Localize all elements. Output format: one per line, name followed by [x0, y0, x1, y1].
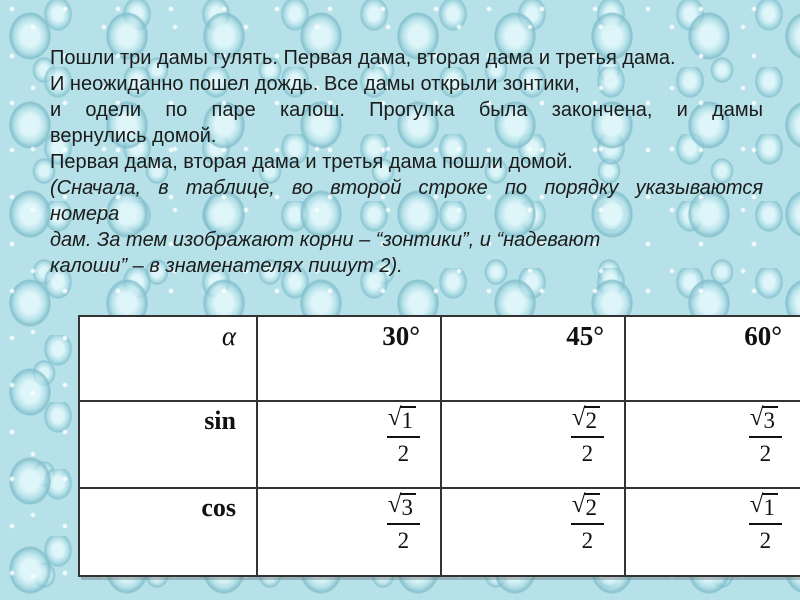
story-text-block: Пошли три дамы гулять. Первая дама, втор… — [50, 45, 763, 279]
trig-values-table: α 30° 45° 60° sin √ 1 2 — [78, 315, 800, 577]
cos-label: cos — [201, 493, 236, 522]
fraction-numerator: √ 3 — [386, 491, 420, 525]
fraction-numerator: √ 2 — [570, 404, 604, 438]
fraction-sin-45: √ 2 2 — [570, 404, 604, 466]
radicand: 2 — [583, 406, 600, 432]
fraction-cos-30: √ 3 2 — [386, 491, 420, 553]
fraction-cos-45: √ 2 2 — [570, 491, 604, 553]
cos-label-cell: cos — [78, 487, 258, 577]
story-line-1: Пошли три дамы гулять. Первая дама, втор… — [50, 47, 676, 69]
angle-header-30: 30° — [256, 315, 442, 402]
radical-sign: √ — [387, 404, 402, 431]
fraction-denominator: 2 — [759, 441, 772, 466]
radicand: 2 — [583, 493, 600, 519]
table-header-row: α 30° 45° 60° — [78, 315, 800, 402]
angle-label: 60° — [744, 321, 782, 351]
fraction-denominator: 2 — [397, 528, 410, 553]
sin-row: sin √ 1 2 √ 2 2 √ 3 2 — [78, 400, 800, 489]
cos-row: cos √ 3 2 √ 2 2 √ 1 2 — [78, 487, 800, 577]
sin-30-cell: √ 1 2 — [256, 400, 442, 489]
radical-sign: √ — [749, 404, 764, 431]
radicand: 1 — [761, 493, 778, 519]
sin-label: sin — [204, 406, 236, 435]
fraction-sin-30: √ 1 2 — [386, 404, 420, 466]
sin-45-cell: √ 2 2 — [440, 400, 626, 489]
radical-sign: √ — [749, 491, 764, 518]
cos-60-cell: √ 1 2 — [624, 487, 800, 577]
fraction-numerator: √ 1 — [748, 491, 782, 525]
radicand: 3 — [761, 406, 778, 432]
cos-45-cell: √ 2 2 — [440, 487, 626, 577]
fraction-numerator: √ 2 — [570, 491, 604, 525]
sin-label-cell: sin — [78, 400, 258, 489]
fraction-denominator: 2 — [581, 441, 594, 466]
radical-sign: √ — [387, 491, 402, 518]
story-line-5: Первая дама, вторая дама и третья дама п… — [50, 151, 573, 173]
cos-30-cell: √ 3 2 — [256, 487, 442, 577]
angle-header-60: 60° — [624, 315, 800, 402]
alpha-symbol: α — [221, 321, 236, 351]
sin-60-cell: √ 3 2 — [624, 400, 800, 489]
fraction-numerator: √ 1 — [386, 404, 420, 438]
fraction-cos-60: √ 1 2 — [748, 491, 782, 553]
fraction-denominator: 2 — [581, 528, 594, 553]
story-line-7: номера — [50, 203, 120, 225]
fraction-denominator: 2 — [397, 441, 410, 466]
angle-label: 45° — [566, 321, 604, 351]
radicand: 3 — [399, 493, 416, 519]
alpha-header-cell: α — [78, 315, 258, 402]
story-line-6: (Сначала, в таблице, во второй строке по… — [50, 177, 763, 199]
fraction-numerator: √ 3 — [748, 404, 782, 438]
radicand: 1 — [399, 406, 416, 432]
radical-sign: √ — [571, 404, 586, 431]
story-line-8: дам. За тем изображают корни – “зонтики”… — [50, 229, 601, 251]
fraction-sin-60: √ 3 2 — [748, 404, 782, 466]
story-line-9: калоши” – в знаменателях пишут 2). — [50, 255, 403, 277]
story-line-2: И неожиданно пошел дождь. Все дамы откры… — [50, 73, 580, 95]
story-line-4: вернулись домой. — [50, 125, 217, 147]
story-line-3: и одели по паре калош. Прогулка была зак… — [50, 99, 763, 121]
radical-sign: √ — [571, 491, 586, 518]
angle-label: 30° — [382, 321, 420, 351]
angle-header-45: 45° — [440, 315, 626, 402]
fraction-denominator: 2 — [759, 528, 772, 553]
